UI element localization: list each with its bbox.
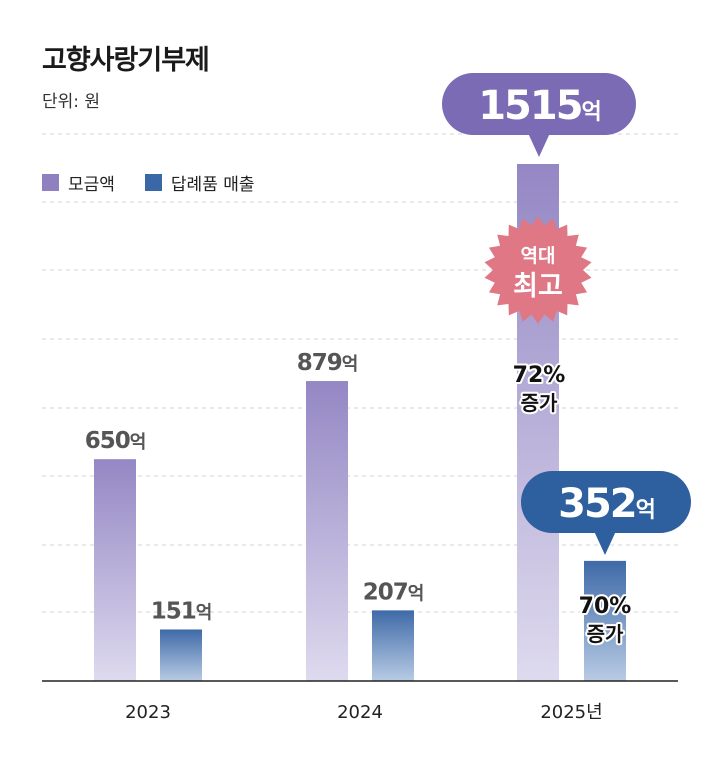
chart-title: 고향사랑기부제 <box>42 45 210 76</box>
unit-label: 단위: 원 <box>42 92 101 112</box>
callout-sales-shape <box>521 471 691 533</box>
callout-sales-text: 352억 <box>558 481 654 527</box>
increase-pct-donation: 72% <box>513 363 566 388</box>
callout-sales-pointer <box>594 531 616 555</box>
record-badge-line2: 최고 <box>513 271 563 302</box>
data-label-sales: 207억 <box>363 579 424 605</box>
bar-donation <box>306 381 348 681</box>
legend-swatch-donation <box>42 174 59 191</box>
bar-sales <box>584 560 626 681</box>
x-tick-label: 2024 <box>337 702 383 723</box>
legend-item-donation: 모금액 <box>42 170 115 195</box>
grid-lines <box>42 133 678 613</box>
labels: 650억 879억 151억 207억 2023 2024 2025년 1515억 352억 역대… <box>85 73 691 723</box>
legend-item-sales: 답례품 매출 <box>144 170 255 195</box>
callout-donation-pointer <box>528 133 550 157</box>
data-label-donation: 650억 <box>85 428 146 454</box>
callout-donation-text: 1515억 <box>478 83 600 129</box>
x-tick-label: 2023 <box>125 702 171 723</box>
callout-sales: 352억 <box>521 471 691 555</box>
bar-sales <box>372 610 414 681</box>
record-badge-line1: 역대 <box>521 245 556 267</box>
bar-donation <box>94 459 136 681</box>
bar-sales <box>160 629 202 681</box>
increase-word-donation: 증가 <box>521 391 558 415</box>
data-label-donation: 879억 <box>297 350 358 376</box>
data-label-sales: 151억 <box>151 598 212 624</box>
legend-swatch-sales <box>144 174 162 191</box>
legend-label-sales: 답례품 매출 <box>170 175 255 195</box>
callout-donation-shape <box>442 73 636 135</box>
callout-donation: 1515억 <box>442 73 636 157</box>
increase-word-sales: 증가 <box>587 622 624 646</box>
legend-label-donation: 모금액 <box>68 175 115 195</box>
x-tick-label: 2025년 <box>540 702 602 723</box>
record-badge-shape <box>484 216 592 324</box>
legend: 모금액 답례품 매출 <box>42 170 285 195</box>
increase-pct-sales: 70% <box>579 594 632 619</box>
